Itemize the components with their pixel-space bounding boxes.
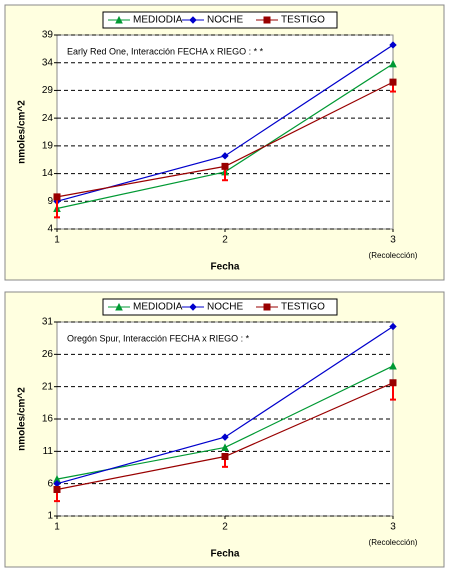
marker [189, 16, 197, 24]
x-note: (Recolección) [369, 251, 418, 260]
y-tick-label: 16 [42, 414, 54, 425]
plot-area [56, 34, 394, 230]
legend [102, 298, 338, 316]
x-axis-label: Fecha [211, 262, 240, 273]
x-tick-label: 1 [54, 235, 60, 246]
legend-label: MEDIODIA [133, 302, 183, 313]
y-tick-label: 29 [42, 85, 54, 96]
y-tick-label: 21 [42, 381, 54, 392]
x-tick-label: 2 [222, 522, 228, 533]
marker [389, 78, 397, 86]
x-axis-label: Fecha [211, 549, 240, 560]
y-tick-label: 19 [42, 140, 54, 151]
y-tick-label: 26 [42, 349, 54, 360]
y-tick-label: 11 [43, 446, 54, 457]
legend-label: MEDIODIA [133, 15, 183, 26]
marker [115, 15, 123, 24]
marker [115, 302, 123, 311]
y-tick-label: 34 [42, 57, 54, 68]
annotation: Oregón Spur, Interacción FECHA x RIEGO :… [67, 333, 250, 343]
y-tick-label: 1 [47, 511, 53, 522]
legend-label: TESTIGO [281, 15, 325, 26]
y-tick-label: 4 [47, 224, 53, 235]
y-axis-label: nmoles/cm^2 [17, 387, 28, 451]
y-tick-label: 24 [42, 113, 54, 124]
marker [389, 322, 397, 331]
marker [389, 379, 397, 387]
marker [389, 361, 397, 370]
legend [102, 11, 338, 29]
marker [221, 433, 229, 441]
marker [263, 16, 271, 24]
y-tick-label: 6 [47, 478, 53, 489]
marker [221, 162, 229, 170]
x-tick-label: 2 [222, 235, 228, 246]
marker [189, 303, 197, 311]
legend-label: NOCHE [207, 15, 243, 26]
y-axis-label: nmoles/cm^2 [17, 100, 28, 164]
marker [221, 453, 229, 461]
x-tick-label: 1 [54, 522, 60, 533]
marker [221, 152, 229, 160]
x-tick-label: 3 [390, 235, 396, 246]
y-tick-label: 31 [42, 317, 54, 328]
marker [263, 303, 271, 311]
marker [389, 59, 397, 68]
marker [53, 193, 61, 201]
annotation: Early Red One, Interacción FECHA x RIEGO… [67, 46, 264, 56]
legend-label: TESTIGO [281, 302, 325, 313]
y-tick-label: 39 [42, 30, 54, 41]
x-note: (Recolección) [369, 538, 418, 547]
marker [389, 41, 397, 49]
legend-label: NOCHE [207, 302, 243, 313]
marker [53, 485, 61, 493]
y-tick-label: 14 [42, 168, 54, 179]
y-tick-label: 9 [47, 196, 53, 207]
marker [221, 443, 229, 451]
x-tick-label: 3 [390, 522, 396, 533]
